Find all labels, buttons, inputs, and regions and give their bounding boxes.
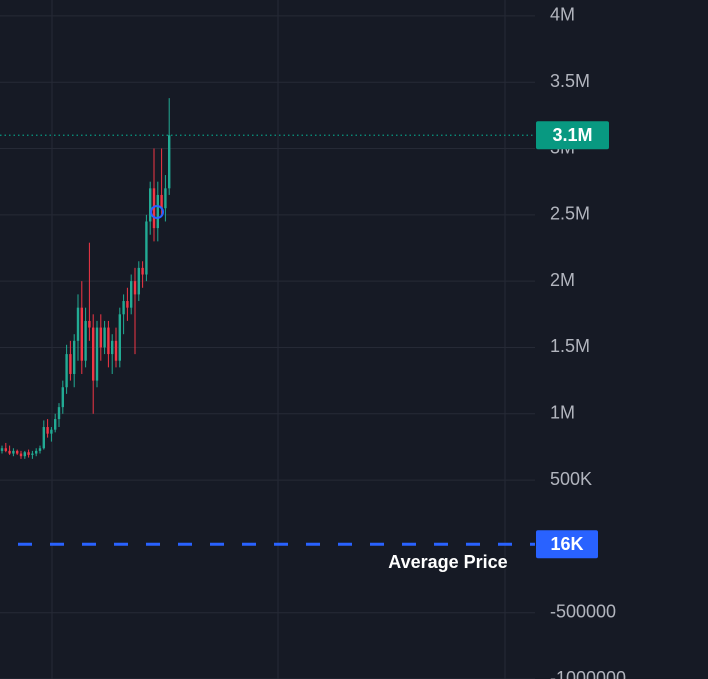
candle-body bbox=[137, 267, 140, 295]
price-lines bbox=[0, 134, 535, 546]
candle-body bbox=[8, 450, 11, 454]
candle-body bbox=[54, 419, 57, 430]
candle-body bbox=[103, 327, 106, 348]
y-axis: 4M3.5M3M2.5M2M1.5M1M500K-500000-10000003… bbox=[387, 5, 626, 679]
candle-body bbox=[61, 387, 64, 408]
y-tick-label: 2M bbox=[550, 270, 575, 290]
candle-body bbox=[133, 281, 137, 295]
candle-body bbox=[0, 448, 4, 451]
candle-body bbox=[95, 327, 99, 381]
candle-body bbox=[16, 450, 19, 454]
y-tick-label: -1000000 bbox=[550, 668, 626, 679]
y-tick-label: 4M bbox=[550, 5, 575, 25]
price-line-name: Average Price bbox=[388, 552, 507, 572]
candle-body bbox=[152, 188, 156, 229]
candle-body bbox=[168, 135, 171, 189]
candle-body bbox=[107, 327, 110, 355]
price-tag bbox=[536, 121, 609, 150]
candle-body bbox=[65, 354, 68, 388]
candle-body bbox=[19, 453, 23, 457]
candle-body bbox=[126, 301, 129, 308]
y-tick-label: 2.5M bbox=[550, 204, 590, 224]
candle-body bbox=[156, 194, 159, 229]
candle-body bbox=[31, 453, 34, 455]
candle-body bbox=[130, 281, 133, 308]
candle-body bbox=[84, 320, 87, 361]
price-tag-label: 3.1M bbox=[552, 125, 592, 145]
y-tick-label: 1.5M bbox=[550, 336, 590, 356]
candle-body bbox=[57, 407, 61, 420]
candle-body bbox=[122, 301, 125, 315]
y-tick-label: 500K bbox=[550, 469, 592, 489]
candle-body bbox=[50, 429, 53, 434]
candle-body bbox=[27, 452, 30, 455]
candle-body bbox=[73, 340, 76, 374]
candle-body bbox=[88, 320, 91, 328]
candle-body bbox=[12, 450, 15, 454]
event-marker bbox=[150, 205, 164, 219]
y-tick-label: 3.5M bbox=[550, 71, 590, 91]
candle-body bbox=[149, 188, 152, 222]
candle-body bbox=[46, 427, 49, 434]
candle-body bbox=[111, 340, 114, 355]
price-tag bbox=[536, 530, 598, 559]
candles bbox=[0, 98, 171, 459]
candle-body bbox=[92, 327, 95, 381]
y-tick-label: -500000 bbox=[550, 601, 616, 621]
candle-body bbox=[42, 427, 45, 449]
candle-body bbox=[164, 188, 167, 209]
candle-body bbox=[118, 314, 121, 361]
candle-body bbox=[141, 267, 144, 275]
candle-body bbox=[23, 452, 26, 457]
y-tick-label: 1M bbox=[550, 403, 575, 423]
candle-body bbox=[4, 448, 7, 451]
candle-body bbox=[80, 307, 83, 361]
candle-body bbox=[35, 450, 38, 454]
candle-body bbox=[160, 194, 163, 209]
candle-body bbox=[76, 307, 80, 341]
candle-body bbox=[145, 221, 148, 275]
price-tag-label: 16K bbox=[550, 534, 583, 554]
candle-body bbox=[69, 354, 72, 374]
grid bbox=[0, 15, 535, 679]
candle-body bbox=[99, 327, 102, 348]
candle-body bbox=[114, 340, 118, 361]
candle-body bbox=[38, 448, 42, 451]
